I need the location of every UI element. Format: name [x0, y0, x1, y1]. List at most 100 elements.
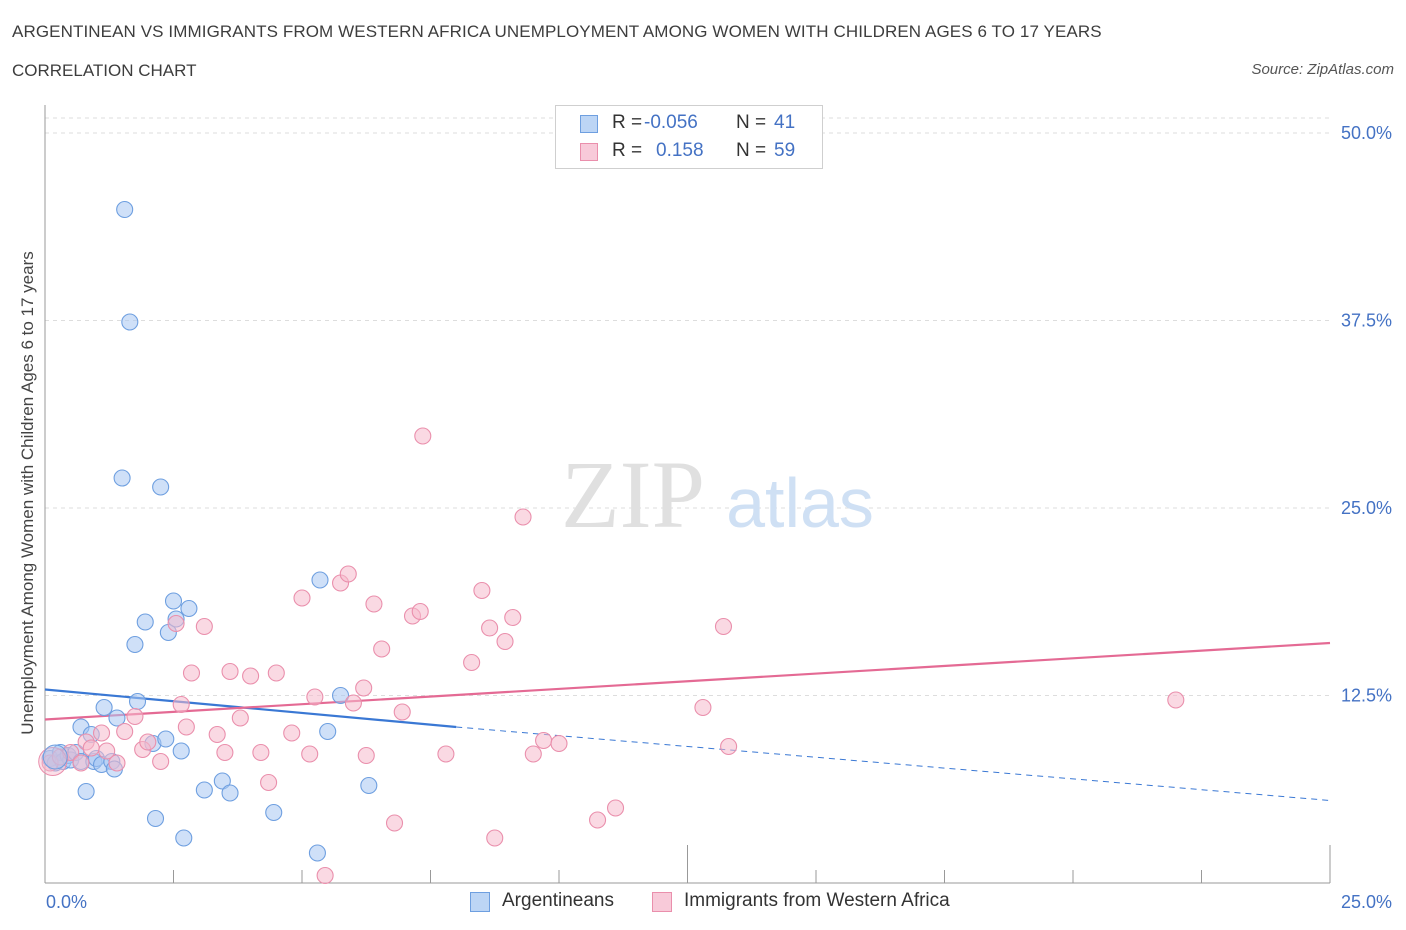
western-africa-point [385, 814, 404, 832]
argentineans-point [126, 635, 144, 654]
argentineans-point [319, 722, 337, 741]
argentineans-point [108, 709, 126, 727]
western-africa-point [177, 718, 195, 736]
western-africa-point [373, 640, 391, 658]
western-africa-point [720, 737, 738, 756]
western-africa-point [252, 743, 270, 762]
y-tick-label: 12.5% [1341, 686, 1392, 706]
y-tick-label: 50.0% [1341, 123, 1392, 143]
western-africa-point [98, 742, 116, 760]
y-tick-label: 37.5% [1341, 311, 1392, 331]
western-africa-point [414, 427, 432, 445]
western-africa-point [1167, 691, 1185, 709]
correlation-legend: R = -0.056 N = 41 R = 0.158 N = 59 [555, 105, 823, 169]
western-africa-point [208, 725, 226, 744]
western-africa-point [694, 698, 712, 717]
argentineans-point [195, 781, 213, 799]
argentineans-point [175, 829, 193, 847]
bottom-legend-label: Immigrants from Western Africa [684, 890, 950, 911]
western-africa-point [92, 724, 111, 742]
western-africa-point [242, 667, 260, 685]
argentineans-point [308, 844, 326, 862]
western-africa-point [62, 743, 80, 762]
western-africa-point [714, 617, 733, 636]
legend-n-value: 41 [774, 112, 796, 133]
legend-n-label: N = [736, 140, 767, 161]
western-africa-point [306, 688, 324, 706]
western-africa-point [606, 799, 625, 817]
western-africa-point [355, 679, 373, 697]
western-africa-point [195, 617, 213, 636]
western-africa-point [524, 745, 542, 763]
argentineans-point [172, 742, 190, 760]
western-africa-point [182, 664, 201, 682]
trend-layer [44, 641, 1331, 801]
chart-title: ARGENTINEAN VS IMMIGRANTS FROM WESTERN A… [12, 22, 1102, 41]
chart-subtitle: CORRELATION CHART [12, 61, 197, 80]
western-africa-point [116, 722, 134, 741]
western-africa-point [172, 695, 190, 714]
western-africa-point [301, 745, 319, 763]
western-africa-point [283, 724, 301, 742]
legend-n-label: N = [736, 112, 767, 133]
legend-r-value: 0.158 [656, 140, 704, 161]
argentineans-point [128, 692, 147, 711]
watermark-atlas: atlas [726, 464, 874, 542]
western-africa-point [82, 739, 100, 757]
legend-n-value: 59 [774, 140, 796, 161]
legend-r-label: R = [612, 112, 643, 133]
argentineans-point [136, 613, 154, 631]
bottom-legend-swatch-pink [652, 892, 672, 912]
western-africa-point [221, 662, 239, 681]
argentineans-point [213, 772, 231, 790]
argentineans-point [121, 313, 139, 331]
argentineans-point [157, 730, 175, 748]
argentineans-point [180, 599, 198, 618]
argentineans-point [331, 686, 350, 705]
western-africa-point [316, 866, 334, 885]
western-africa-point [357, 746, 375, 765]
bottom-legend-swatch-blue [470, 892, 490, 912]
western-africa-point [514, 508, 532, 526]
western-africa-point [411, 602, 429, 621]
western-africa-point [473, 581, 491, 600]
watermark: ZIP atlas [561, 441, 874, 548]
argentineans-point [116, 200, 134, 219]
argentineans-trend-extension [456, 726, 1331, 801]
argentineans-point [221, 784, 239, 802]
legend-swatch-pink [580, 143, 598, 161]
western-africa-point [496, 632, 514, 651]
western-africa-point [535, 731, 553, 750]
x-tick-label: 0.0% [46, 892, 87, 912]
argentineans-point [360, 776, 378, 795]
western-africa-point [463, 653, 481, 672]
western-africa-point [267, 664, 285, 682]
western-africa-point [293, 589, 311, 607]
legend-swatch-blue [580, 115, 598, 133]
bottom-legend-label: Argentineans [502, 890, 614, 911]
argentineans-point [42, 744, 68, 770]
western-africa-trend-line [44, 641, 1331, 721]
legend-r-value: -0.056 [644, 112, 698, 133]
western-africa-point [339, 565, 357, 583]
source-label: Source: ZipAtlas.com [1251, 61, 1394, 78]
point-layer [38, 200, 1185, 885]
western-africa-point [152, 752, 170, 771]
western-africa-point [108, 754, 126, 772]
argentineans-point [146, 809, 165, 828]
western-africa-point [260, 773, 278, 792]
western-africa-point [167, 614, 185, 633]
grid-layer [45, 117, 1330, 696]
western-africa-point [437, 745, 455, 763]
tick-labels: 12.5% 25.0% 37.5% 50.0% 0.0% 25.0% [46, 123, 1392, 912]
y-tick-label: 25.0% [1341, 498, 1392, 518]
argentineans-point [164, 592, 183, 610]
western-africa-point [504, 608, 522, 627]
western-africa-point [481, 619, 499, 637]
western-africa-point [216, 743, 234, 762]
legend-r-label: R = [612, 140, 643, 161]
western-africa-point [126, 707, 144, 726]
western-africa-point [139, 733, 157, 751]
argentineans-point [77, 782, 95, 801]
western-africa-point [393, 703, 411, 721]
